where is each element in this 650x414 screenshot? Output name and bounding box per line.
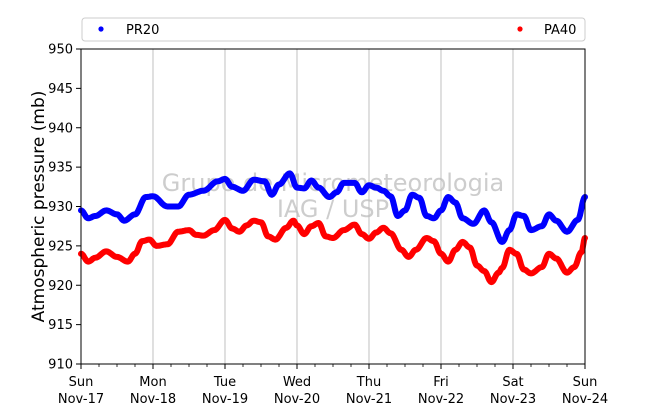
y-tick-label-3: 925 (48, 239, 73, 254)
legend-label-pr20: PR20 (126, 23, 159, 38)
y-axis-label: Atmospheric pressure (mb) (29, 91, 49, 323)
y-tick-label-8: 950 (48, 43, 73, 58)
legend-label-pa40: PA40 (544, 23, 576, 38)
x-tick-label-date-0: Nov-17 (58, 392, 104, 407)
x-tick-label-date-2: Nov-19 (202, 392, 248, 407)
y-tick-label-1: 915 (48, 318, 73, 333)
x-tick-label-day-4: Thu (356, 375, 381, 390)
y-tick-label-4: 930 (48, 200, 73, 215)
legend-marker-pr20 (98, 26, 104, 32)
series-lines (78, 170, 588, 286)
x-tick-label-day-1: Mon (139, 375, 166, 390)
x-tick-label-date-4: Nov-21 (346, 392, 392, 407)
x-tick-label-day-3: Wed (283, 375, 311, 390)
x-tick-label-day-5: Fri (433, 375, 449, 390)
y-tick-label-7: 945 (48, 82, 73, 97)
x-tick-label-day-6: Sat (502, 375, 523, 390)
y-tick-label-2: 920 (48, 279, 73, 294)
x-tick-label-date-7: Nov-24 (562, 392, 608, 407)
legend-marker-pa40 (517, 26, 523, 32)
legend: PR20 PA40 (81, 17, 586, 42)
y-tick-label-0: 910 (48, 358, 73, 373)
x-tick-label-date-3: Nov-20 (274, 392, 320, 407)
watermark-line-2: IAG / USP (277, 195, 389, 223)
series-line-pr20 (78, 170, 588, 245)
x-tick-label-day-7: Sun (573, 375, 598, 390)
y-tick-label-5: 935 (48, 161, 73, 176)
y-tick-label-6: 940 (48, 121, 73, 136)
x-tick-label-day-0: Sun (69, 375, 94, 390)
legend-box (81, 17, 586, 42)
y-axis: 910 915 920 925 930 935 940 945 950 (48, 43, 81, 373)
x-tick-label-date-6: Nov-23 (490, 392, 536, 407)
series-line-pa40 (78, 216, 588, 286)
x-tick-label-date-5: Nov-22 (418, 392, 464, 407)
x-tick-label-date-1: Nov-18 (130, 392, 176, 407)
x-axis: Sun Nov-17 Mon Nov-18 Tue Nov-19 Wed Nov-20 Thu N… (58, 364, 608, 407)
x-tick-label-day-2: Tue (213, 375, 236, 390)
